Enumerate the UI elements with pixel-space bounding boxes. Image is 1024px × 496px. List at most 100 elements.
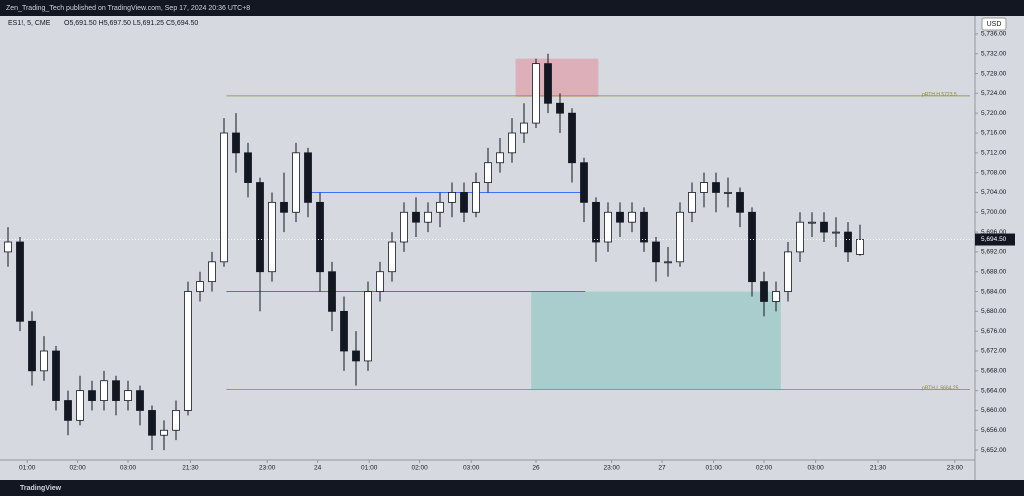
candle-body bbox=[556, 102, 564, 114]
candle-body bbox=[784, 251, 792, 292]
candle-body bbox=[280, 201, 288, 213]
candle-body bbox=[808, 221, 816, 224]
candle-body bbox=[412, 211, 420, 223]
candle-body bbox=[688, 192, 696, 213]
currency-box bbox=[981, 17, 1007, 31]
candle-body bbox=[52, 350, 60, 401]
symbol: ES1!, 5, CME bbox=[8, 20, 51, 27]
candle-body bbox=[232, 132, 240, 154]
y-tick-label: 5,728.00 bbox=[981, 70, 1007, 77]
candle-body bbox=[520, 122, 528, 134]
candle-body bbox=[532, 63, 540, 124]
candle-body bbox=[364, 291, 372, 362]
candle-body bbox=[592, 201, 600, 243]
candle-body bbox=[88, 390, 96, 401]
top-bar bbox=[0, 0, 1024, 16]
x-tick-label: 23:00 bbox=[947, 465, 964, 472]
candle-body bbox=[64, 400, 72, 421]
candle-body bbox=[496, 152, 504, 164]
y-tick-label: 5,680.00 bbox=[981, 308, 1007, 315]
candle-body bbox=[28, 320, 36, 372]
x-tick-label: 01:00 bbox=[19, 465, 36, 472]
x-tick-label: 21:30 bbox=[182, 465, 199, 472]
y-tick-label: 5,692.00 bbox=[981, 249, 1007, 256]
candle-body bbox=[328, 271, 336, 312]
y-tick-label: 5,676.00 bbox=[981, 328, 1007, 335]
x-tick-label: 02:00 bbox=[411, 465, 428, 472]
y-tick-label: 5,732.00 bbox=[981, 50, 1007, 57]
y-tick-label: 5,708.00 bbox=[981, 169, 1007, 176]
x-tick-label: 27 bbox=[658, 465, 666, 472]
candle-body bbox=[820, 221, 828, 233]
y-tick-label: 5,660.00 bbox=[981, 407, 1007, 414]
candle-body bbox=[196, 281, 204, 292]
y-tick-label: 5,704.00 bbox=[981, 189, 1007, 196]
candle-body bbox=[832, 231, 840, 234]
y-tick-label: 5,696.00 bbox=[981, 229, 1007, 236]
ohlc: O5,691.50 H5,697.50 L5,691.25 C5,694.50 bbox=[64, 20, 198, 27]
level-label: pRTH.H 5723.5 bbox=[922, 92, 957, 98]
y-tick-label: 5,720.00 bbox=[981, 110, 1007, 117]
y-tick-label: 5,656.00 bbox=[981, 427, 1007, 434]
candle-body bbox=[508, 132, 516, 154]
candle-body bbox=[736, 192, 744, 213]
y-tick-label: 5,724.00 bbox=[981, 90, 1007, 97]
candle-body bbox=[628, 211, 636, 223]
x-tick-label: 03:00 bbox=[463, 465, 480, 472]
candle-body bbox=[448, 192, 456, 203]
candle-body bbox=[400, 211, 408, 243]
x-tick-label: 03:00 bbox=[120, 465, 137, 472]
publisher: Zen_Trading_Tech published on TradingVie… bbox=[6, 5, 250, 12]
y-tick-label: 5,712.00 bbox=[981, 150, 1007, 157]
candle-body bbox=[148, 410, 156, 436]
x-tick-label: 03:00 bbox=[807, 465, 824, 472]
candle-body bbox=[292, 152, 300, 213]
y-tick-label: 5,668.00 bbox=[981, 368, 1007, 375]
candle-body bbox=[796, 221, 804, 253]
x-tick-label: 23:00 bbox=[259, 465, 276, 472]
candle-body bbox=[844, 231, 852, 253]
zone bbox=[531, 291, 781, 390]
level-label: pRTH.L 5664.25 bbox=[922, 386, 959, 392]
y-tick-label: 5,736.00 bbox=[981, 31, 1007, 38]
candle-body bbox=[316, 201, 324, 273]
candle-body bbox=[472, 182, 480, 213]
y-tick-label: 5,664.00 bbox=[981, 387, 1007, 394]
candle-body bbox=[112, 380, 120, 401]
candle-body bbox=[136, 390, 144, 411]
candle-body bbox=[220, 132, 228, 263]
brand: TradingView bbox=[20, 485, 62, 492]
candle-body bbox=[616, 211, 624, 223]
last-price-label: 5,694.50 bbox=[981, 236, 1007, 243]
candle-body bbox=[172, 410, 180, 431]
candle-body bbox=[748, 211, 756, 283]
candle-body bbox=[652, 241, 660, 263]
x-tick-label: 21:30 bbox=[870, 465, 887, 472]
candle-body bbox=[436, 201, 444, 213]
x-tick-label: 02:00 bbox=[756, 465, 773, 472]
candle-body bbox=[676, 211, 684, 263]
plot: 5,652.00 5,656.00 5,660.00 5,664.00 5,668.00… bbox=[0, 31, 1007, 472]
y-tick-label: 5,700.00 bbox=[981, 209, 1007, 216]
candle-body bbox=[16, 241, 24, 322]
last-price-box bbox=[975, 233, 1015, 246]
x-tick-label: 26 bbox=[532, 465, 540, 472]
candle-body bbox=[184, 291, 192, 411]
candle-body bbox=[712, 182, 720, 193]
footer-bar bbox=[0, 480, 1024, 496]
x-tick-label: 01:00 bbox=[705, 465, 722, 472]
candle-body bbox=[604, 211, 612, 243]
y-tick-label: 5,652.00 bbox=[981, 447, 1007, 454]
candle-body bbox=[124, 390, 132, 401]
candle-body bbox=[256, 182, 264, 273]
candle-body bbox=[304, 152, 312, 203]
candle-body bbox=[460, 192, 468, 213]
y-tick-label: 5,684.00 bbox=[981, 288, 1007, 295]
candle-body bbox=[376, 271, 384, 292]
candle-body bbox=[424, 211, 432, 223]
candle-body bbox=[244, 152, 252, 183]
candle-body bbox=[700, 182, 708, 193]
candle-body bbox=[208, 261, 216, 283]
